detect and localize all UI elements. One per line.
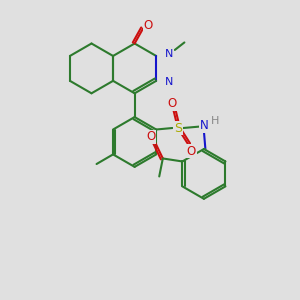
Text: N: N: [200, 119, 208, 132]
Text: O: O: [167, 97, 176, 110]
Text: O: O: [187, 145, 196, 158]
Text: H: H: [211, 116, 220, 126]
Text: N: N: [165, 50, 173, 59]
Text: S: S: [174, 122, 182, 134]
Text: O: O: [144, 19, 153, 32]
Text: N: N: [165, 77, 173, 87]
Text: O: O: [146, 130, 155, 143]
